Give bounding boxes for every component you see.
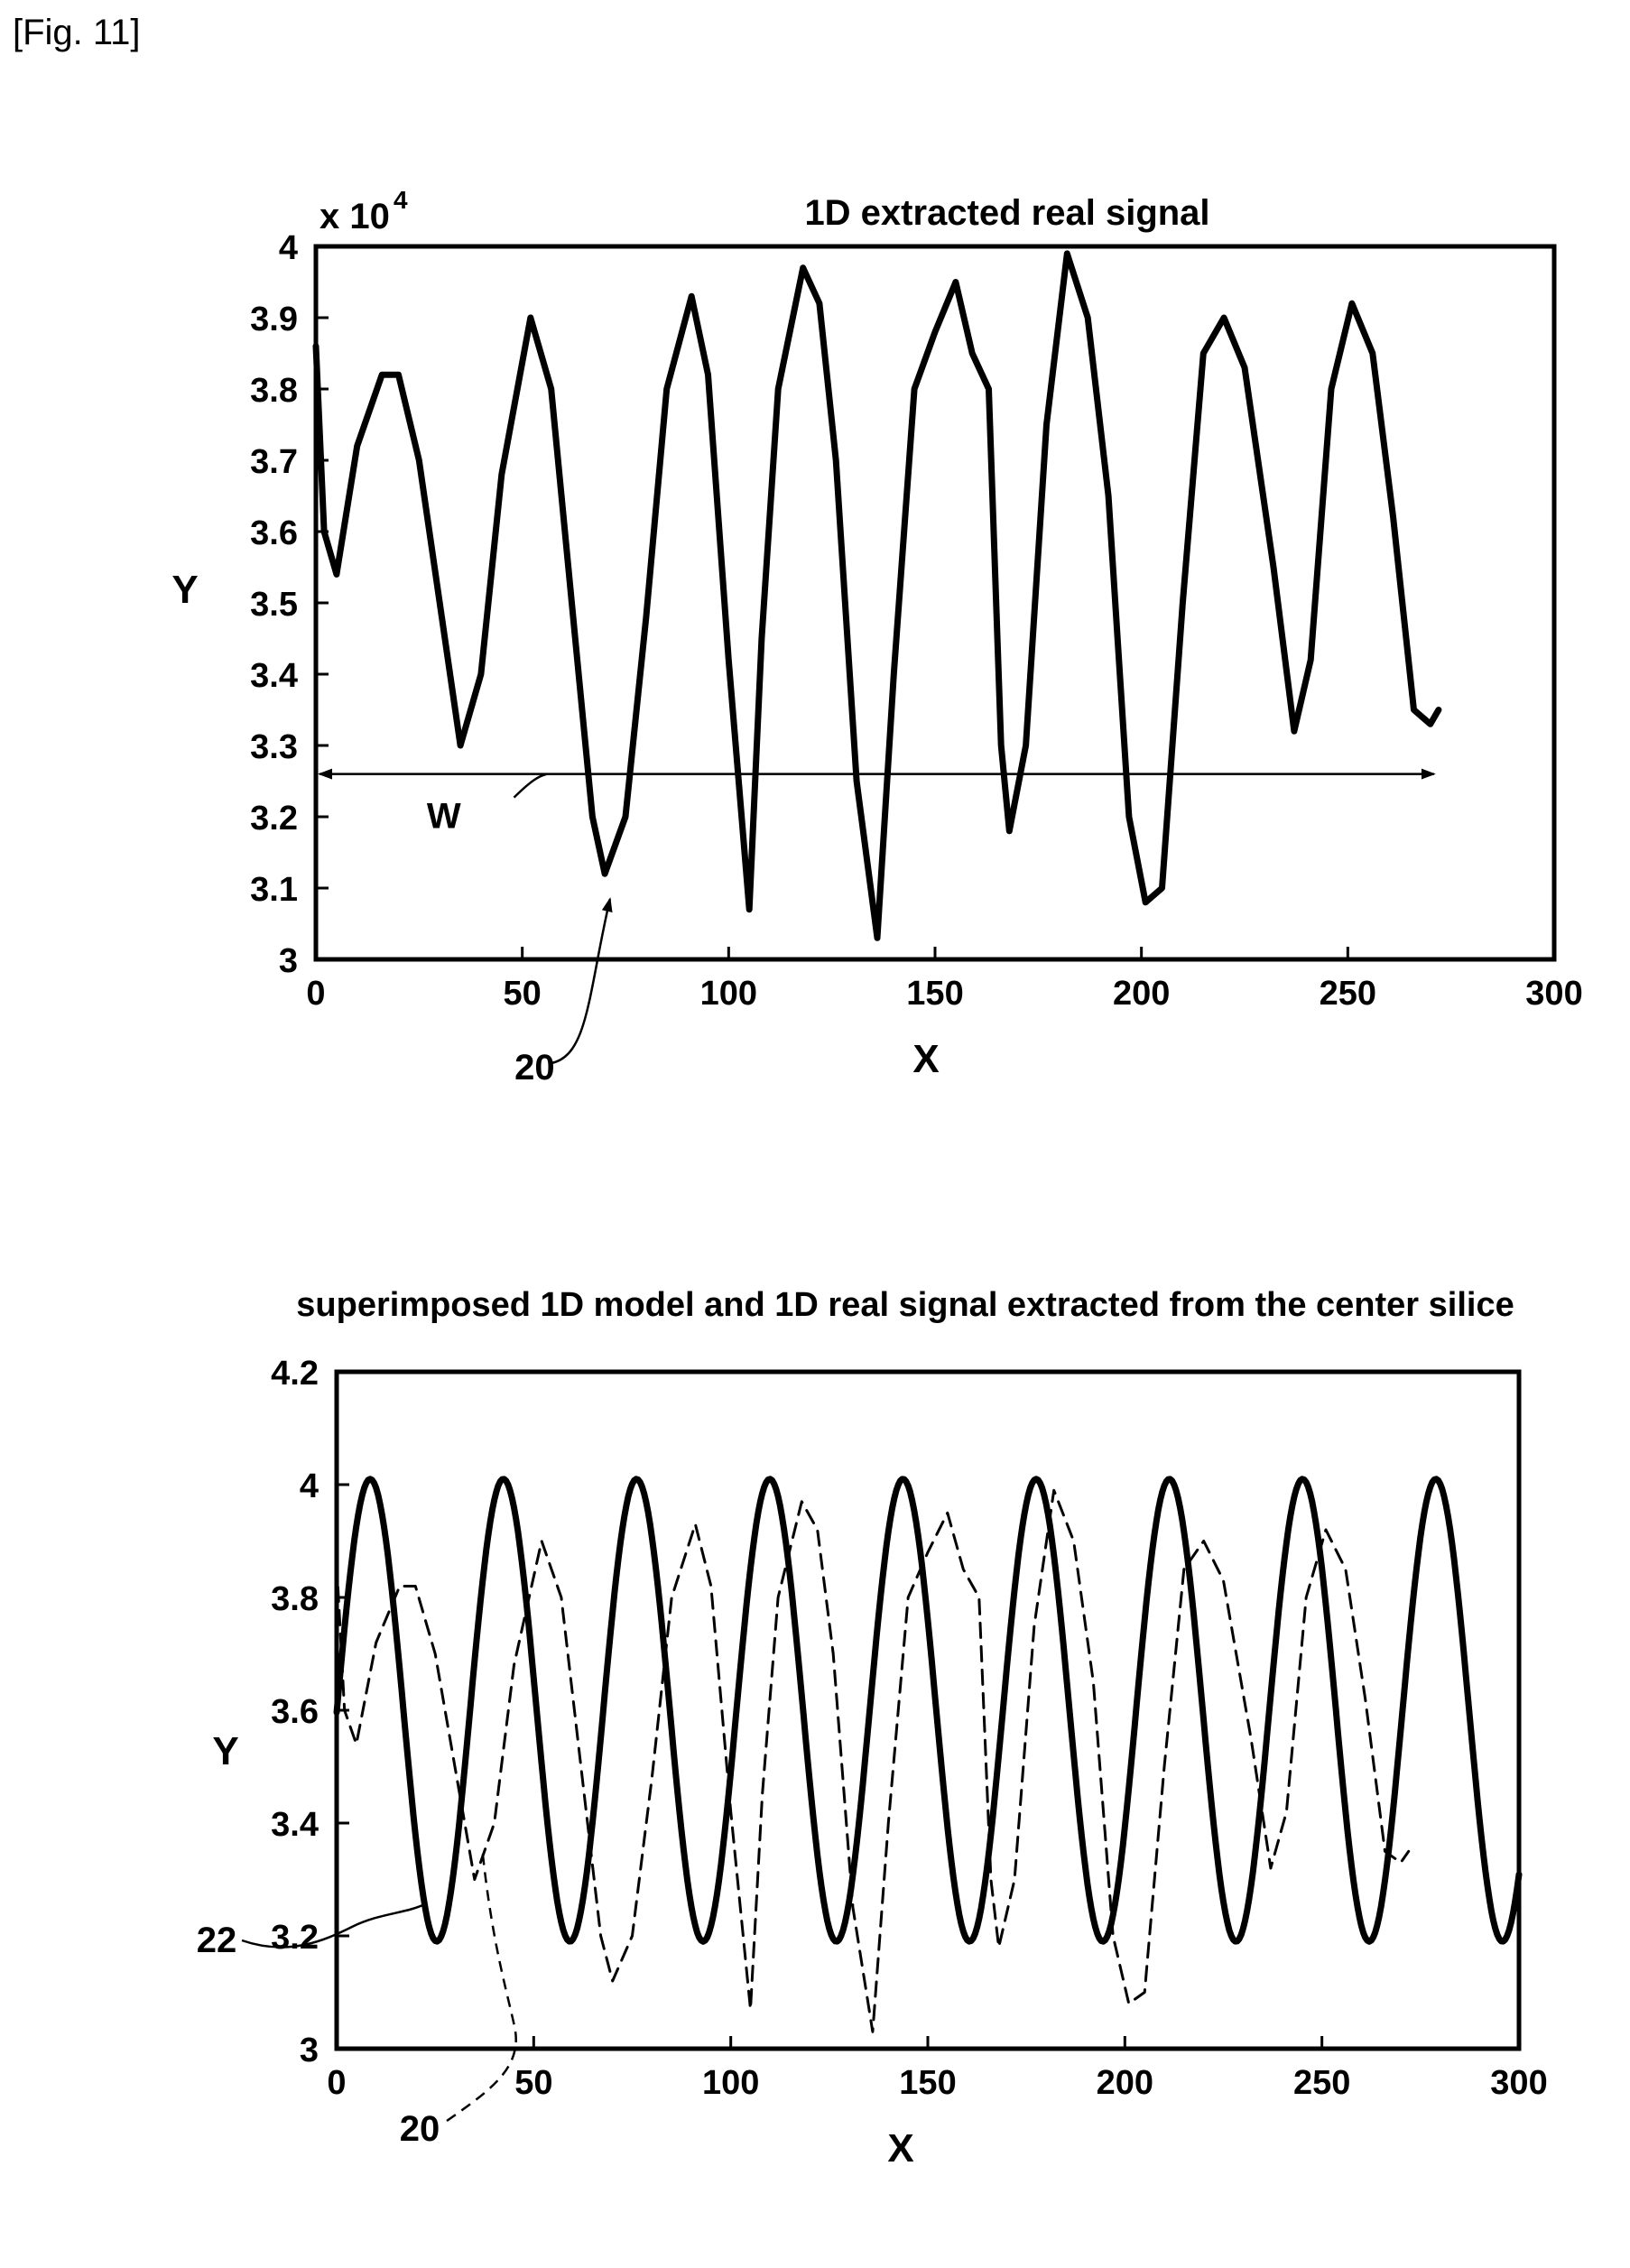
chart2-x-tick-label: 200 (1097, 2064, 1153, 2102)
chart2-x-tick-label: 0 (327, 2064, 346, 2102)
chart1-y-tick-label: 3.4 (250, 657, 298, 695)
chart1-w-label: W (427, 797, 461, 837)
chart2-22-leader (241, 1902, 425, 1949)
chart1-x-tick-label: 250 (1320, 975, 1376, 1013)
chart2-22-label: 22 (197, 1921, 237, 1960)
chart1-y-tick-label: 3.2 (250, 800, 298, 838)
chart2-title: superimposed 1D model and 1D real signal… (296, 1286, 1514, 1324)
chart1-title: 1D extracted real signal (804, 193, 1209, 233)
chart2-plot-frame (334, 1369, 1522, 2051)
chart1-series-line-20 (312, 250, 1442, 941)
chart2-series-line-20 (335, 1488, 1411, 2033)
chart1-y-tick-label: 3.7 (250, 443, 298, 481)
chart1-x-axis-label: X (912, 1037, 939, 1081)
chart2-y-tick-label: 3.6 (271, 1693, 319, 1731)
figure-label: [Fig. 11] (13, 13, 141, 52)
chart2-x-tick-label: 300 (1490, 2064, 1547, 2102)
chart1-x-tick-label: 300 (1525, 975, 1582, 1013)
chart1-plot-frame (313, 244, 1557, 962)
chart1-y-axis-label: Y (171, 568, 198, 612)
chart2-y-tick-label: 4.2 (271, 1355, 319, 1393)
chart2-x-tick-label: 100 (702, 2064, 759, 2102)
chart1-x-tick-label: 200 (1113, 975, 1170, 1013)
chart1-y-tick-label: 3.6 (250, 514, 298, 552)
chart2-y-tick-label: 4 (300, 1467, 319, 1505)
chart2-series-line-22 (333, 1476, 1523, 1945)
chart2-y-tick-label: 3.4 (271, 1806, 319, 1844)
chart2-x-tick-label: 150 (899, 2064, 956, 2102)
chart1-y-tick-label: 3 (279, 942, 298, 980)
chart1-multiplier-exponent: 4 (394, 186, 408, 214)
chart1-y-tick-label: 3.5 (250, 586, 298, 624)
chart1-y-tick-label: 3.8 (250, 372, 298, 410)
chart2-y-tick-label: 3.8 (271, 1580, 319, 1618)
chart1-y-tick-label: 3.1 (250, 871, 298, 909)
chart1-multiplier-label: x 10 (320, 197, 390, 236)
chart2-y-tick-label: 3.2 (271, 1919, 319, 1957)
chart2-x-axis-label: X (887, 2126, 913, 2171)
chart1-20-leader (551, 897, 613, 1065)
chart1-x-tick-label: 50 (504, 975, 542, 1013)
chart1-20-label: 20 (514, 1048, 555, 1088)
chart1-x-tick-label: 100 (700, 975, 757, 1013)
chart2-x-tick-label: 250 (1293, 2064, 1350, 2102)
chart1-y-tick-label: 3.9 (250, 301, 298, 338)
chart2-y-tick-label: 3 (300, 2032, 319, 2069)
chart2-y-axis-label: Y (212, 1729, 238, 1773)
chart1-w-leader (513, 773, 548, 799)
chart2-20-leader (446, 1851, 517, 2123)
chart2-x-tick-label: 50 (514, 2064, 552, 2102)
chart2-20-label: 20 (400, 2109, 440, 2149)
chart1-x-tick-label: 0 (306, 975, 325, 1013)
chart1-y-tick-label: 4 (279, 229, 298, 267)
chart1-y-tick-label: 3.3 (250, 728, 298, 766)
chart1-x-tick-label: 150 (906, 975, 963, 1013)
